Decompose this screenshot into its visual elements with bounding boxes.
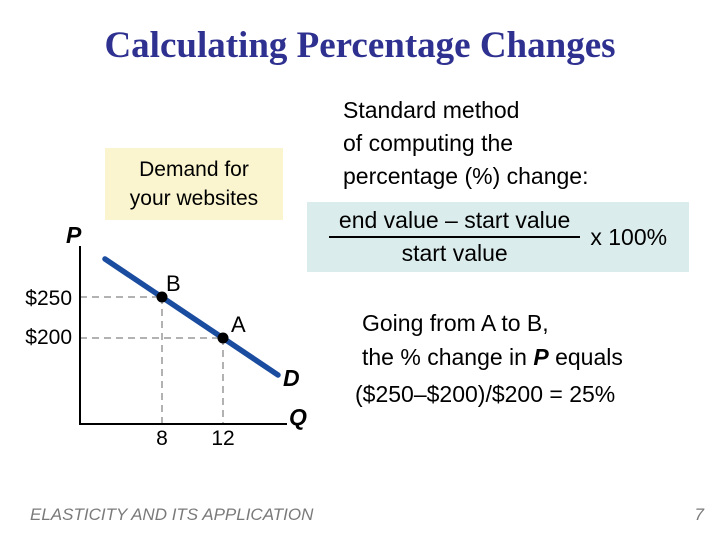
point-b-label: B xyxy=(166,271,181,296)
example-line2: the % change in P equals xyxy=(362,340,623,374)
demand-callout-box: Demand for your websites xyxy=(105,148,283,220)
demand-curve-chart xyxy=(79,246,287,425)
standard-method-line1: Standard method xyxy=(343,97,520,123)
formula-box: end value – start value start value x 10… xyxy=(307,202,689,272)
demand-curve-label: D xyxy=(283,365,300,391)
y-tick-250: $250 xyxy=(25,287,72,310)
example-calculation: ($250–$200)/$200 = 25% xyxy=(355,381,616,407)
x-tick-8: 8 xyxy=(156,427,168,450)
example-line2-p-variable: P xyxy=(533,344,549,370)
footer-page-number: 7 xyxy=(694,505,704,524)
formula-fraction: end value – start value start value xyxy=(328,207,581,267)
demand-callout-line2: your websites xyxy=(129,187,259,210)
y-tick-200: $200 xyxy=(25,326,72,349)
demand-curve-line xyxy=(102,256,281,378)
demand-callout-line1: Demand for xyxy=(139,158,249,181)
standard-method-line3: percentage (%) change: xyxy=(343,163,589,189)
formula-numerator: end value – start value xyxy=(328,207,581,238)
point-a-label: A xyxy=(231,312,246,337)
example-line2-post: equals xyxy=(548,344,623,370)
y-axis-label: P xyxy=(66,222,82,248)
point-b-marker xyxy=(156,291,168,303)
standard-method-line2: of computing the xyxy=(343,130,514,156)
example-text: Going from A to B, the % change in P equ… xyxy=(362,306,623,374)
standard-method-text: Standard method of computing the percent… xyxy=(343,94,589,193)
example-line2-pre: the % change in xyxy=(362,344,534,370)
example-line1: Going from A to B, xyxy=(362,310,549,336)
footer-chapter-title: ELASTICITY AND ITS APPLICATION xyxy=(30,505,314,524)
formula-multiplier: x 100% xyxy=(590,223,668,250)
x-tick-12: 12 xyxy=(211,427,235,450)
x-axis-label: Q xyxy=(289,404,307,430)
page-title: Calculating Percentage Changes xyxy=(104,25,616,66)
formula-denominator: start value xyxy=(401,240,508,266)
point-a-marker xyxy=(217,332,229,344)
